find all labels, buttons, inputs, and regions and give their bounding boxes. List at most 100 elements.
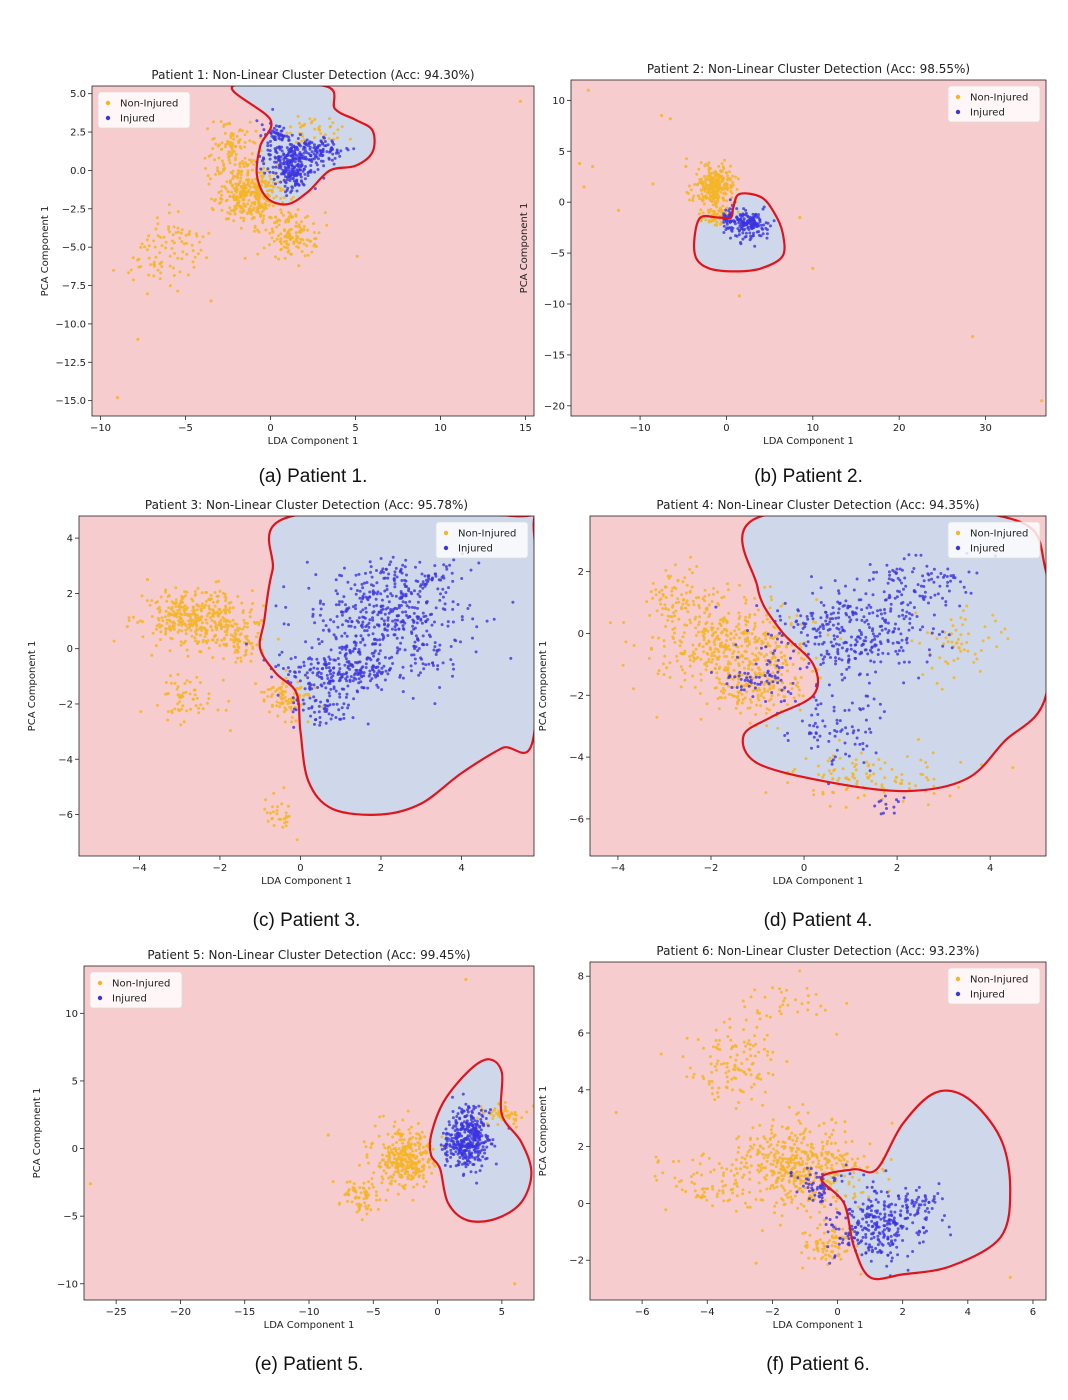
non-injured-point	[745, 639, 749, 643]
injured-point	[888, 593, 891, 597]
injured-point	[404, 592, 408, 596]
non-injured-point	[743, 657, 747, 660]
injured-point	[871, 611, 875, 615]
injured-point	[757, 230, 761, 234]
non-injured-point	[676, 579, 680, 583]
non-injured-point	[229, 633, 233, 637]
injured-point	[889, 607, 893, 611]
chart-title: Patient 4: Non-Linear Cluster Detection …	[656, 498, 979, 512]
injured-point	[810, 614, 814, 618]
non-injured-point	[670, 589, 674, 593]
non-injured-point	[743, 696, 747, 700]
non-injured-point	[752, 663, 756, 666]
non-injured-point	[219, 120, 223, 124]
non-injured-point	[225, 633, 229, 637]
injured-point	[334, 578, 338, 582]
non-injured-point	[267, 180, 271, 184]
injured-point	[867, 622, 870, 626]
non-injured-point	[961, 623, 965, 627]
non-injured-point	[740, 692, 744, 696]
non-injured-point	[348, 137, 352, 141]
non-injured-point	[165, 599, 169, 603]
injured-point	[290, 185, 294, 189]
non-injured-point	[713, 638, 717, 642]
injured-point	[456, 603, 460, 606]
non-injured-point	[167, 203, 171, 207]
non-injured-point	[225, 122, 229, 126]
injured-point	[272, 177, 276, 181]
non-injured-point	[258, 171, 262, 175]
injured-point	[829, 612, 833, 616]
non-injured-point	[940, 687, 944, 691]
non-injured-point	[306, 214, 310, 218]
injured-point	[742, 207, 746, 211]
injured-point	[804, 644, 808, 648]
injured-point	[271, 107, 275, 111]
non-injured-point	[758, 688, 762, 692]
non-injured-point	[715, 223, 719, 227]
non-injured-point	[218, 608, 222, 612]
non-injured-point	[759, 704, 763, 708]
injured-point	[282, 172, 286, 176]
non-injured-point	[288, 238, 292, 241]
non-injured-point	[179, 695, 183, 699]
injured-point	[332, 687, 336, 691]
non-injured-point	[678, 639, 682, 643]
non-injured-point	[872, 772, 876, 776]
non-injured-point	[791, 770, 795, 774]
injured-point	[427, 574, 431, 578]
injured-point	[793, 699, 797, 703]
injured-point	[918, 594, 922, 598]
injured-point	[383, 612, 387, 616]
non-injured-point	[717, 186, 721, 190]
non-injured-point	[260, 176, 264, 180]
injured-point	[756, 682, 760, 686]
non-injured-point	[725, 655, 729, 658]
non-injured-point	[979, 649, 983, 652]
non-injured-point	[145, 599, 149, 603]
injured-point	[932, 613, 936, 617]
non-injured-point	[740, 644, 744, 648]
injured-point	[322, 164, 326, 168]
non-injured-point	[418, 1137, 422, 1141]
non-injured-point	[156, 268, 160, 272]
non-injured-point	[283, 240, 287, 244]
non-injured-point	[251, 647, 255, 651]
injured-point	[847, 754, 851, 758]
injured-point	[318, 720, 322, 724]
injured-point	[840, 646, 844, 650]
injured-point	[283, 156, 287, 160]
non-injured-point	[724, 618, 728, 622]
non-injured-point	[241, 611, 245, 615]
non-injured-point	[705, 702, 709, 706]
non-injured-point	[173, 707, 177, 711]
injured-point	[782, 699, 786, 703]
injured-point	[728, 674, 732, 678]
injured-point	[912, 567, 916, 570]
injured-point	[833, 755, 837, 759]
non-injured-point	[187, 233, 191, 236]
injured-point	[879, 642, 883, 646]
non-injured-point	[763, 585, 767, 589]
injured-point	[386, 576, 390, 580]
injured-point	[937, 633, 941, 636]
injured-point	[395, 646, 399, 650]
non-injured-point	[246, 180, 250, 184]
non-injured-point	[164, 627, 168, 631]
non-injured-point	[751, 676, 755, 680]
non-injured-point	[796, 681, 800, 685]
non-injured-point	[422, 1185, 426, 1189]
injured-point	[323, 710, 327, 713]
injured-point	[349, 624, 353, 628]
injured-point	[776, 681, 780, 685]
injured-point	[885, 807, 888, 810]
non-injured-point	[168, 254, 172, 258]
injured-point	[786, 731, 789, 735]
non-injured-point	[302, 224, 306, 228]
non-injured-point	[682, 652, 686, 656]
injured-point	[400, 571, 404, 575]
injured-point	[330, 158, 334, 162]
non-injured-point	[242, 219, 246, 223]
